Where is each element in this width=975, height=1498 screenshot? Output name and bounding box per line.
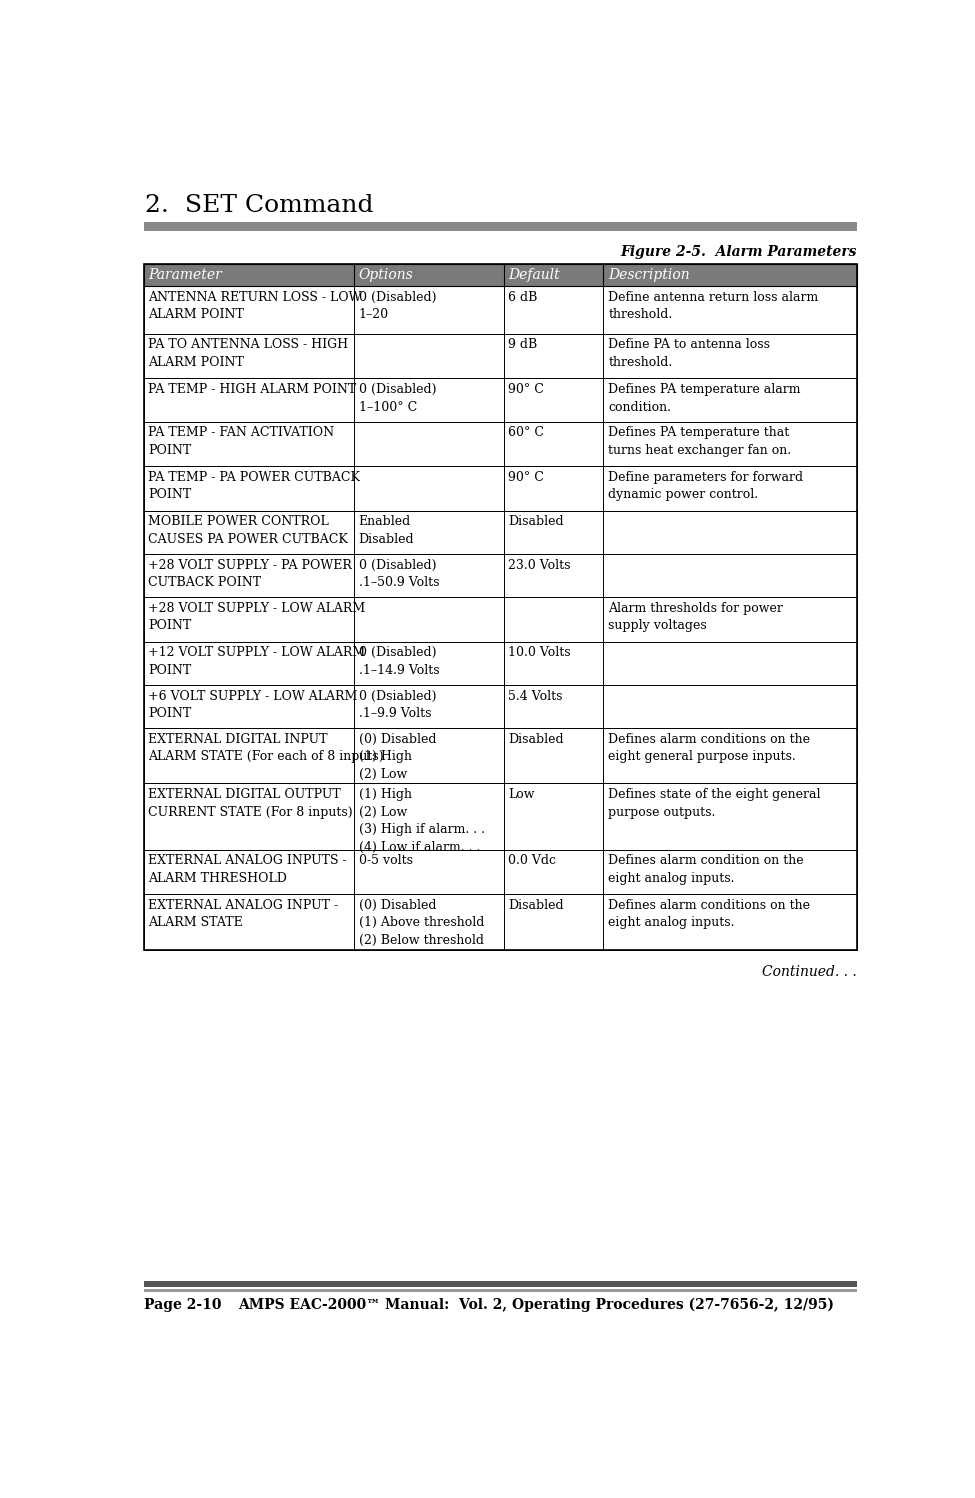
Text: 6 dB: 6 dB bbox=[508, 291, 537, 304]
Text: MOBILE POWER CONTROL
CAUSES PA POWER CUTBACK: MOBILE POWER CONTROL CAUSES PA POWER CUT… bbox=[148, 515, 348, 545]
Text: Figure 2-5.  Alarm Parameters: Figure 2-5. Alarm Parameters bbox=[620, 246, 857, 259]
Bar bbox=[143, 685, 857, 728]
Text: Disabled: Disabled bbox=[508, 733, 564, 746]
Bar bbox=[143, 641, 857, 685]
Text: Options: Options bbox=[359, 268, 413, 282]
Bar bbox=[143, 511, 857, 554]
Text: Defines state of the eight general
purpose outputs.: Defines state of the eight general purpo… bbox=[608, 788, 821, 818]
Bar bbox=[143, 1288, 857, 1293]
Bar bbox=[143, 334, 857, 379]
Text: 9 dB: 9 dB bbox=[508, 339, 537, 352]
Text: Enabled
Disabled: Enabled Disabled bbox=[359, 515, 414, 545]
Bar bbox=[143, 783, 857, 849]
Text: (1) High
(2) Low
(3) High if alarm. . .
(4) Low if alarm. . .: (1) High (2) Low (3) High if alarm. . . … bbox=[359, 788, 485, 854]
Text: Description: Description bbox=[608, 268, 689, 282]
Text: Page 2-10: Page 2-10 bbox=[143, 1297, 221, 1312]
Text: PA TEMP - HIGH ALARM POINT: PA TEMP - HIGH ALARM POINT bbox=[148, 383, 357, 395]
Text: 60° C: 60° C bbox=[508, 425, 544, 439]
Text: EXTERNAL DIGITAL INPUT
ALARM STATE (For each of 8 inputs): EXTERNAL DIGITAL INPUT ALARM STATE (For … bbox=[148, 733, 384, 762]
Bar bbox=[143, 265, 857, 286]
Text: 0 (Dsiabled)
.1–9.9 Volts: 0 (Dsiabled) .1–9.9 Volts bbox=[359, 689, 436, 721]
Text: 2.  SET Command: 2. SET Command bbox=[145, 193, 373, 217]
Text: +28 VOLT SUPPLY - PA POWER
CUTBACK POINT: +28 VOLT SUPPLY - PA POWER CUTBACK POINT bbox=[148, 559, 352, 589]
Text: EXTERNAL ANALOG INPUT -
ALARM STATE: EXTERNAL ANALOG INPUT - ALARM STATE bbox=[148, 899, 338, 929]
Text: +28 VOLT SUPPLY - LOW ALARM
POINT: +28 VOLT SUPPLY - LOW ALARM POINT bbox=[148, 602, 366, 632]
Text: (0) Disabled
(1) High
(2) Low: (0) Disabled (1) High (2) Low bbox=[359, 733, 436, 780]
Text: Defines alarm condition on the
eight analog inputs.: Defines alarm condition on the eight ana… bbox=[608, 854, 803, 885]
Text: Parameter: Parameter bbox=[148, 268, 222, 282]
Text: AMPS EAC-2000™ Manual:  Vol. 2, Operating Procedures (27-7656-2, 12/95): AMPS EAC-2000™ Manual: Vol. 2, Operating… bbox=[238, 1297, 835, 1312]
Bar bbox=[143, 849, 857, 894]
Bar bbox=[143, 466, 857, 511]
Bar bbox=[143, 265, 857, 950]
Bar bbox=[143, 222, 857, 231]
Bar bbox=[143, 1281, 857, 1287]
Text: Define PA to antenna loss
threshold.: Define PA to antenna loss threshold. bbox=[608, 339, 770, 369]
Text: PA TO ANTENNA LOSS - HIGH
ALARM POINT: PA TO ANTENNA LOSS - HIGH ALARM POINT bbox=[148, 339, 348, 369]
Text: Disabled: Disabled bbox=[508, 515, 564, 529]
Text: PA TEMP - PA POWER CUTBACK
POINT: PA TEMP - PA POWER CUTBACK POINT bbox=[148, 470, 360, 502]
Text: 0 (Disabled)
.1–14.9 Volts: 0 (Disabled) .1–14.9 Volts bbox=[359, 646, 439, 677]
Bar bbox=[143, 421, 857, 466]
Text: Defines alarm conditions on the
eight analog inputs.: Defines alarm conditions on the eight an… bbox=[608, 899, 810, 929]
Text: 23.0 Volts: 23.0 Volts bbox=[508, 559, 570, 572]
Bar bbox=[143, 379, 857, 421]
Text: Default: Default bbox=[508, 268, 560, 282]
Bar bbox=[143, 728, 857, 783]
Text: Alarm thresholds for power
supply voltages: Alarm thresholds for power supply voltag… bbox=[608, 602, 783, 632]
Bar bbox=[143, 554, 857, 598]
Text: 0 (Disabled)
.1–50.9 Volts: 0 (Disabled) .1–50.9 Volts bbox=[359, 559, 439, 589]
Text: Defines PA temperature alarm
condition.: Defines PA temperature alarm condition. bbox=[608, 383, 800, 413]
Text: 5.4 Volts: 5.4 Volts bbox=[508, 689, 563, 703]
Text: ANTENNA RETURN LOSS - LOW
ALARM POINT: ANTENNA RETURN LOSS - LOW ALARM POINT bbox=[148, 291, 362, 321]
Text: Define parameters for forward
dynamic power control.: Define parameters for forward dynamic po… bbox=[608, 470, 803, 502]
Text: 90° C: 90° C bbox=[508, 470, 544, 484]
Text: Continued. . .: Continued. . . bbox=[761, 965, 857, 980]
Text: PA TEMP - FAN ACTIVATION
POINT: PA TEMP - FAN ACTIVATION POINT bbox=[148, 425, 334, 457]
Text: (0) Disabled
(1) Above threshold
(2) Below threshold: (0) Disabled (1) Above threshold (2) Bel… bbox=[359, 899, 484, 947]
Text: EXTERNAL DIGITAL OUTPUT
CURRENT STATE (For 8 inputs): EXTERNAL DIGITAL OUTPUT CURRENT STATE (F… bbox=[148, 788, 353, 818]
Bar bbox=[143, 286, 857, 334]
Text: 0-5 volts: 0-5 volts bbox=[359, 854, 412, 867]
Text: 0.0 Vdc: 0.0 Vdc bbox=[508, 854, 557, 867]
Bar bbox=[143, 894, 857, 950]
Text: +6 VOLT SUPPLY - LOW ALARM
POINT: +6 VOLT SUPPLY - LOW ALARM POINT bbox=[148, 689, 358, 721]
Text: Defines alarm conditions on the
eight general purpose inputs.: Defines alarm conditions on the eight ge… bbox=[608, 733, 810, 762]
Text: Low: Low bbox=[508, 788, 535, 801]
Text: +12 VOLT SUPPLY - LOW ALARM
POINT: +12 VOLT SUPPLY - LOW ALARM POINT bbox=[148, 646, 366, 677]
Text: EXTERNAL ANALOG INPUTS -
ALARM THRESHOLD: EXTERNAL ANALOG INPUTS - ALARM THRESHOLD bbox=[148, 854, 347, 885]
Text: Define antenna return loss alarm
threshold.: Define antenna return loss alarm thresho… bbox=[608, 291, 818, 321]
Text: 0 (Disabled)
1–20: 0 (Disabled) 1–20 bbox=[359, 291, 436, 321]
Bar bbox=[143, 598, 857, 641]
Text: 0 (Disabled)
1–100° C: 0 (Disabled) 1–100° C bbox=[359, 383, 436, 413]
Text: 90° C: 90° C bbox=[508, 383, 544, 395]
Text: 10.0 Volts: 10.0 Volts bbox=[508, 646, 571, 659]
Text: Defines PA temperature that
turns heat exchanger fan on.: Defines PA temperature that turns heat e… bbox=[608, 425, 792, 457]
Text: Disabled: Disabled bbox=[508, 899, 564, 912]
